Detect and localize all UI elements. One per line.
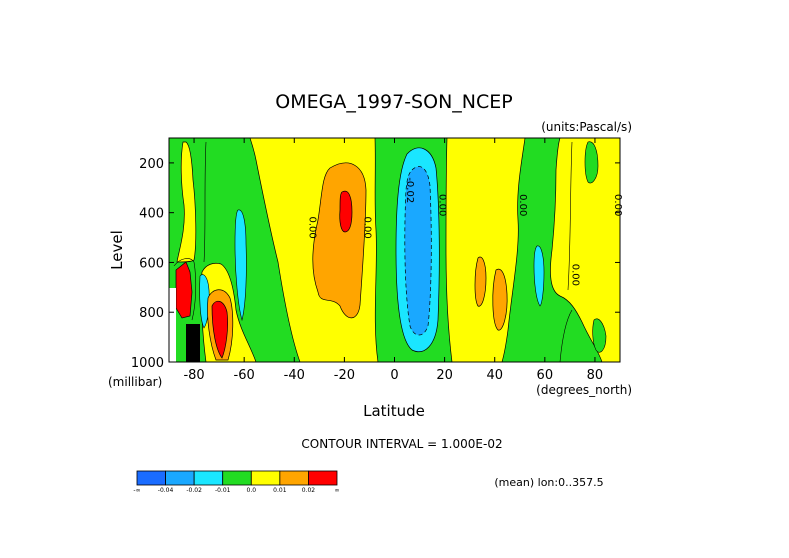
colorbar-tick-label: ∞ (335, 487, 340, 494)
x-tick-label: -40 (284, 368, 305, 383)
y-tick-label: 600 (139, 256, 164, 271)
north-green-tongue (592, 318, 607, 353)
y-tick-label: 800 (139, 306, 164, 321)
colorbar-tick-label: 0.0 (247, 487, 257, 494)
colorbar-swatch (165, 470, 195, 486)
subtropical-south-red-region (339, 190, 353, 233)
colorbar-tick-label: -0.01 (215, 487, 231, 494)
contour-label: 0.00 (437, 194, 448, 216)
contour-label: -0.02 (404, 177, 415, 203)
contour-line (567, 141, 573, 291)
y-axis: 200 400 600 800 1000 (131, 157, 620, 371)
contour-line (203, 141, 207, 263)
contour-interval-text: CONTOUR INTERVAL = 1.000E-02 (301, 437, 502, 451)
colorbar-swatch (279, 470, 309, 486)
north-green-notch (584, 141, 599, 184)
mean-longitude-text: (mean) lon:0..357.5 (494, 476, 603, 489)
colorbar-swatch (193, 470, 224, 486)
subtropical-north-orange-b (492, 268, 508, 331)
x-tick-label: 80 (587, 368, 604, 383)
x-axis: -80 -60 -40 -20 0 20 40 60 80 (183, 138, 603, 383)
contour-label: 0.00 (569, 264, 580, 286)
plot-area (169, 138, 620, 362)
x-tick-label: -80 (183, 368, 204, 383)
contour-label: 0.00 (517, 194, 528, 216)
x-tick-label: 40 (486, 368, 503, 383)
south-polar-yellow-region (176, 141, 197, 263)
south-polar-red-region (175, 261, 193, 319)
equatorial-blue-region (404, 166, 432, 336)
colorbar-tick-label: -0.04 (158, 487, 174, 494)
south-subpolar-red-region (211, 300, 228, 359)
colorbar-swatch (222, 470, 252, 486)
y-tick-label: 1000 (131, 356, 164, 371)
subtropical-north-orange-a (474, 256, 487, 307)
colorbar-swatch (136, 470, 166, 486)
contour-labels: 0.00 0.00 -0.02 0.00 0.00 0.00 0.00 (306, 177, 623, 286)
south-polar-orange-rim (173, 258, 197, 321)
missing-data-white (169, 288, 176, 362)
y-axis-label: Level (108, 230, 126, 270)
x-tick-label: 60 (537, 368, 554, 383)
north-cyan-strip (533, 245, 545, 307)
contour-line (559, 309, 573, 362)
colorbar: -∞ -0.04 -0.02 -0.01 0.0 0.01 0.02 ∞ (133, 470, 340, 494)
x-units: (degrees_north) (536, 383, 632, 397)
units-label: (units:Pascal/s) (541, 120, 632, 134)
y-tick-label: 400 (139, 207, 164, 222)
y-tick-label: 200 (139, 157, 164, 172)
contour-label: 0.00 (306, 216, 317, 238)
x-tick-label: -20 (334, 368, 355, 383)
colorbar-tick-label: 0.02 (302, 487, 316, 494)
missing-data-black (186, 324, 200, 362)
x-tick-label: -60 (234, 368, 255, 383)
colorbar-tick-label: -∞ (133, 487, 140, 494)
chart-title: OMEGA_1997-SON_NCEP (275, 91, 512, 113)
colorbar-swatch (308, 470, 338, 486)
y-units: (millibar) (108, 375, 162, 389)
x-tick-label: 0 (390, 368, 398, 383)
contour-label: 0.00 (361, 216, 372, 238)
colorbar-tick-label: -0.02 (186, 487, 202, 494)
colorbar-swatch (250, 470, 281, 486)
north-yellow-region (550, 138, 620, 362)
x-tick-label: 20 (436, 368, 453, 383)
contour-label: 0.00 (612, 194, 623, 216)
colorbar-tick-label: 0.01 (273, 487, 287, 494)
south-cyan-strip (234, 209, 247, 322)
subtropical-south-orange-region (312, 162, 367, 319)
x-axis-label: Latitude (363, 402, 425, 420)
